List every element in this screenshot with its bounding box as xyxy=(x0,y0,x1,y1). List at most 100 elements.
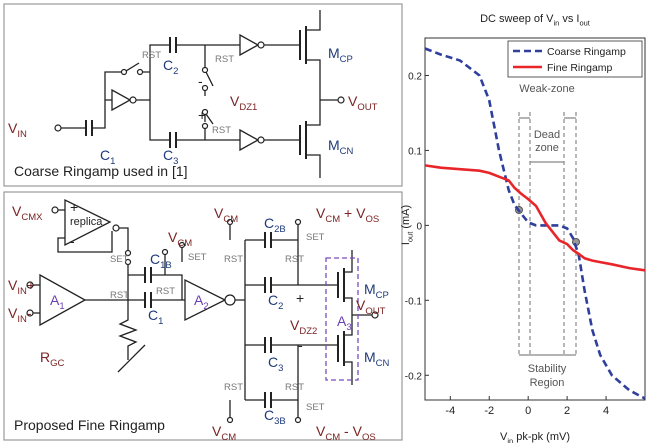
subscript: OS xyxy=(365,214,379,225)
circuit-label: MCP xyxy=(328,45,353,65)
circuit-label: RST xyxy=(156,286,175,297)
circuit-label: - xyxy=(298,337,303,353)
label-part: RST xyxy=(212,125,231,136)
label-part: - V xyxy=(340,423,362,439)
label-part: + V xyxy=(340,205,366,221)
label-part: RST xyxy=(224,382,243,393)
label-part: SET xyxy=(306,402,325,413)
label-part: M xyxy=(328,137,340,153)
circuit-label: VCM xyxy=(168,229,192,249)
subscript: out xyxy=(579,18,590,27)
x-tick-label: -4 xyxy=(445,405,455,417)
subscript: 1B xyxy=(160,260,172,271)
circuit-label: SET xyxy=(188,252,207,263)
circuit-label: VDZ2 xyxy=(290,317,317,337)
circuit-label: SET xyxy=(306,402,325,413)
circuit-label: VDZ1 xyxy=(230,93,257,113)
annotation: Region xyxy=(530,377,565,389)
y-tick-label: 0.2 xyxy=(408,71,422,82)
subscript: GC xyxy=(50,358,64,369)
x-tick-label: -2 xyxy=(484,405,494,417)
label-part: C xyxy=(264,407,274,423)
circuit-label: C2 xyxy=(268,292,283,312)
x-tick-label: 2 xyxy=(564,405,570,417)
label-part: RST xyxy=(156,286,175,297)
label-part: C xyxy=(268,354,278,370)
label-part: C xyxy=(163,147,173,163)
y-tick-label: 0.1 xyxy=(408,146,422,157)
circuit-label: + xyxy=(70,199,78,215)
label-part: M xyxy=(328,45,340,61)
circuit-label: RST xyxy=(212,125,231,136)
subscript: CM xyxy=(223,214,238,225)
y-tick-label: 0 xyxy=(416,221,422,232)
data-line xyxy=(425,165,645,270)
subscript: 1 xyxy=(158,316,163,327)
label-part: RST xyxy=(285,382,304,393)
subscript: DZ1 xyxy=(239,102,257,113)
label-part: C xyxy=(150,251,160,267)
label-part: C xyxy=(264,215,274,231)
y-tick-label: -0.1 xyxy=(405,296,423,307)
subscript: IN xyxy=(17,129,27,140)
circuit-label: RST xyxy=(285,382,304,393)
circuit-label: RST xyxy=(285,254,304,265)
circuit-label: SET xyxy=(306,232,325,243)
circuit-label: VIN+ xyxy=(8,277,35,297)
subscript: 3B xyxy=(274,416,286,427)
label-part: (mA) xyxy=(400,205,412,232)
label-part: + xyxy=(70,199,78,215)
circuit-label: + xyxy=(296,290,304,306)
legend-label: Coarse Ringamp xyxy=(547,46,626,58)
label-part: - xyxy=(70,233,75,249)
circuit-label: A3 xyxy=(337,313,352,333)
circuit-label: C3 xyxy=(268,354,283,374)
label-part: C xyxy=(148,307,158,323)
circuit-label: VIN- xyxy=(8,305,32,325)
label-part: + xyxy=(198,107,206,123)
circuit-label: MCP xyxy=(364,281,389,301)
subscript: CM xyxy=(221,432,236,443)
label-part: RST xyxy=(215,54,234,65)
circuit-label: RST xyxy=(224,254,243,265)
circuit-label: MCN xyxy=(328,137,354,157)
subscript: CP xyxy=(340,54,353,65)
subscript: 3 xyxy=(278,363,283,374)
circuit-label: RST xyxy=(215,54,234,65)
circuit-label: RST xyxy=(142,50,161,61)
circuit-label: VIN xyxy=(8,120,27,140)
annotation: zone xyxy=(535,142,559,154)
circuit-label: RGC xyxy=(40,349,65,369)
coarse-schematic xyxy=(4,4,402,186)
subscript: CM xyxy=(325,432,340,443)
circuit-label: C2B xyxy=(264,215,286,235)
x-tick-label: 0 xyxy=(525,405,531,417)
label-part: R xyxy=(40,349,50,365)
circuit-label: VCM + VOS xyxy=(316,205,379,225)
label-part: vs I xyxy=(559,13,579,25)
label-part: SET xyxy=(188,252,207,263)
label-part: C xyxy=(100,147,110,163)
circuit-label: RST xyxy=(110,290,129,301)
subscript: CM xyxy=(325,214,340,225)
circuit-label: VOUT xyxy=(348,93,378,113)
subscript: 2 xyxy=(203,301,208,312)
subscript: CN xyxy=(340,146,354,157)
subscript: OUT xyxy=(365,306,385,317)
label-part: RST xyxy=(110,290,129,301)
x-axis-label: Vin pk-pk (mV) xyxy=(500,431,570,443)
label-part: - xyxy=(298,337,303,353)
label-part: M xyxy=(364,349,376,365)
circuit-label: SET xyxy=(110,254,129,265)
circuit-label: C1 xyxy=(148,307,163,327)
label-part: C xyxy=(268,292,278,308)
x-tick-label: 4 xyxy=(603,405,609,417)
circuit-label: C1B xyxy=(150,251,172,271)
label-part: RST xyxy=(285,254,304,265)
circuit-label: - xyxy=(70,233,75,249)
label-part: C xyxy=(163,57,173,73)
circuit-label: VCM xyxy=(214,205,238,225)
label-part: M xyxy=(364,281,376,297)
subscript: CN xyxy=(376,358,390,369)
label-part: - xyxy=(27,305,32,321)
